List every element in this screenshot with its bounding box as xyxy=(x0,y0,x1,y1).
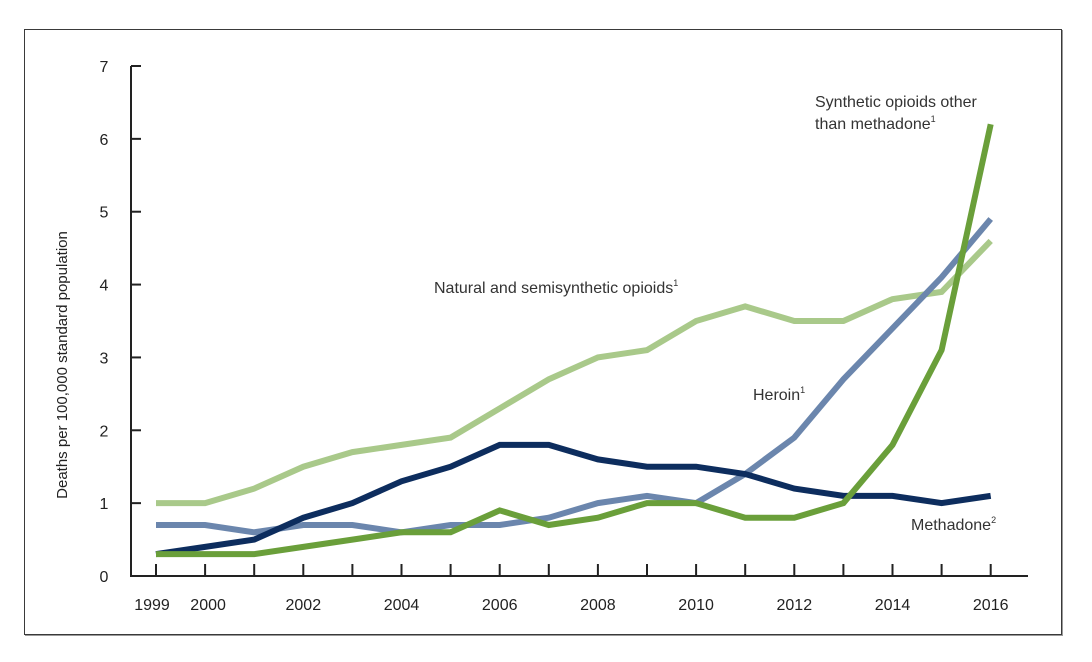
series-line-heroin xyxy=(156,217,993,536)
y-tick-label: 7 xyxy=(100,59,109,76)
footnote-marker: 1 xyxy=(931,114,936,124)
annotation-text: Methadone2 xyxy=(911,515,996,534)
annotation-text: Natural and semisynthetic opioids1 xyxy=(434,278,678,297)
label-natural-and-semisynthetic-opioids: Natural and semisynthetic opioids1 xyxy=(434,278,678,297)
series-line-synthetic-opioids-other-than-methadone xyxy=(156,123,994,558)
x-tick-label: 2014 xyxy=(875,597,911,614)
label-synthetic-opioids-other-than-methadone: Synthetic opioids other than methadone1 xyxy=(815,94,978,133)
series-line-methadone xyxy=(155,441,992,558)
footnote-marker: 1 xyxy=(800,385,805,395)
x-tick-label: 2010 xyxy=(678,597,714,614)
y-tick-label: 2 xyxy=(100,423,109,440)
y-tick-label: 0 xyxy=(100,569,109,586)
x-axis-ticks: 1999 2000 2002 2004 2006 2008 2010 2012 2014 2016 xyxy=(134,564,1009,614)
label-methadone: Methadone2 xyxy=(911,515,996,534)
x-tick-label: 2008 xyxy=(580,597,616,614)
axes xyxy=(130,66,1028,577)
y-tick-label: 6 xyxy=(100,132,109,149)
x-tick-label: 2004 xyxy=(384,597,420,614)
x-tick-label: 2002 xyxy=(286,597,322,614)
label-heroin: Heroin1 xyxy=(753,385,805,404)
y-tick-label: 5 xyxy=(100,205,109,222)
chart-frame xyxy=(24,29,1062,635)
annotation-text: Heroin1 xyxy=(753,385,805,404)
x-tick-label: 2006 xyxy=(482,597,518,614)
series-lines xyxy=(155,123,994,558)
annotation-text: Synthetic opioids other xyxy=(815,94,978,111)
footnote-marker: 1 xyxy=(673,278,678,288)
annotation-text: than methadone1 xyxy=(815,114,936,133)
x-tick-label: 2016 xyxy=(973,597,1009,614)
y-axis-ticks: 0 1 2 3 4 5 6 7 xyxy=(100,59,141,586)
y-axis-label: Deaths per 100,000 standard population xyxy=(54,231,71,499)
y-tick-label: 3 xyxy=(100,350,109,367)
y-tick-label: 4 xyxy=(100,278,109,295)
x-tick-label: 1999 xyxy=(134,597,170,614)
y-tick-label: 1 xyxy=(100,496,109,513)
series-line-natural-and-semisynthetic-opioids xyxy=(156,238,993,507)
x-tick-label: 2012 xyxy=(777,597,813,614)
footnote-marker: 2 xyxy=(991,515,996,525)
series-annotations: Natural and semisynthetic opioids1 Heroin… xyxy=(434,94,996,534)
x-tick-label: 2000 xyxy=(190,597,226,614)
